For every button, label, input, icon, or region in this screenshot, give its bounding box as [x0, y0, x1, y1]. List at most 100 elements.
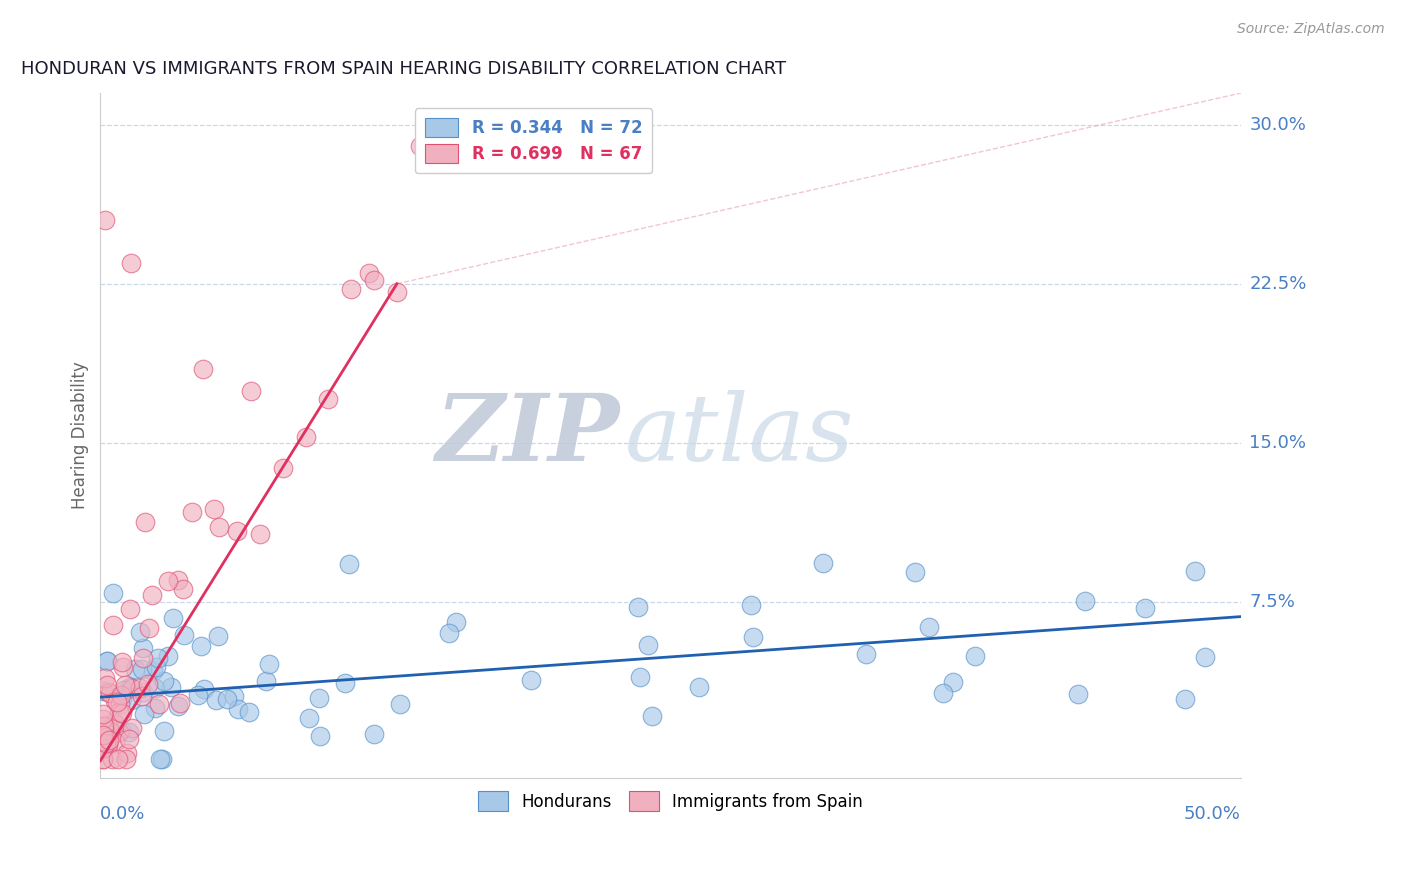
Point	[741, 631, 763, 645]
Point	[1194, 649, 1216, 664]
Point	[118, 731, 141, 746]
Point	[240, 384, 263, 398]
Point	[444, 615, 467, 629]
Point	[98, 686, 121, 700]
Point	[169, 696, 191, 710]
Point	[114, 678, 136, 692]
Point	[152, 724, 174, 739]
Point	[363, 273, 385, 287]
Point	[112, 682, 135, 697]
Point	[98, 723, 121, 738]
Point	[104, 735, 127, 749]
Point	[318, 392, 340, 406]
Point	[136, 677, 159, 691]
Point	[129, 681, 152, 695]
Point	[228, 702, 250, 716]
Point	[97, 739, 120, 754]
Point	[94, 213, 117, 227]
Point	[96, 654, 118, 668]
Point	[942, 674, 965, 689]
Point	[222, 689, 245, 703]
Text: 22.5%: 22.5%	[1250, 275, 1306, 293]
Point	[131, 662, 153, 676]
Point	[388, 698, 411, 712]
Point	[94, 671, 117, 685]
Point	[187, 688, 209, 702]
Point	[637, 638, 659, 652]
Point	[143, 681, 166, 695]
Point	[111, 655, 134, 669]
Point	[118, 680, 141, 694]
Point	[131, 640, 153, 655]
Point	[132, 707, 155, 722]
Point	[101, 751, 124, 765]
Point	[193, 682, 215, 697]
Point	[146, 651, 169, 665]
Point	[104, 716, 127, 731]
Point	[118, 725, 141, 739]
Point	[96, 736, 118, 750]
Point	[254, 673, 277, 688]
Point	[904, 565, 927, 579]
Point	[148, 698, 170, 712]
Point	[965, 649, 987, 664]
Point	[145, 660, 167, 674]
Point	[108, 706, 131, 720]
Point	[111, 691, 134, 706]
Point	[131, 650, 153, 665]
Point	[160, 681, 183, 695]
Point	[207, 628, 229, 642]
Point	[156, 574, 179, 588]
Point	[134, 515, 156, 529]
Point	[1173, 692, 1195, 706]
Text: 0.0%: 0.0%	[100, 805, 146, 823]
Point	[91, 712, 114, 726]
Point	[1133, 600, 1156, 615]
Point	[180, 505, 202, 519]
Point	[121, 681, 143, 695]
Point	[931, 686, 953, 700]
Point	[121, 721, 143, 735]
Point	[337, 557, 360, 571]
Point	[97, 737, 120, 751]
Point	[385, 285, 408, 299]
Point	[148, 751, 170, 765]
Point	[93, 723, 115, 737]
Point	[111, 659, 134, 673]
Text: HONDURAN VS IMMIGRANTS FROM SPAIN HEARING DISABILITY CORRELATION CHART: HONDURAN VS IMMIGRANTS FROM SPAIN HEARIN…	[21, 60, 786, 78]
Point	[91, 684, 114, 698]
Point	[688, 681, 710, 695]
Point	[1067, 687, 1090, 701]
Point	[215, 692, 238, 706]
Point	[918, 620, 941, 634]
Point	[167, 699, 190, 714]
Text: 15.0%: 15.0%	[1250, 434, 1306, 451]
Point	[740, 598, 762, 612]
Point	[96, 678, 118, 692]
Point	[142, 665, 165, 679]
Point	[409, 139, 432, 153]
Point	[103, 586, 125, 600]
Point	[1074, 594, 1097, 608]
Point	[363, 727, 385, 741]
Point	[271, 461, 294, 475]
Point	[141, 588, 163, 602]
Point	[91, 740, 114, 755]
Point	[257, 657, 280, 671]
Point	[129, 624, 152, 639]
Point	[138, 621, 160, 635]
Point	[115, 751, 138, 765]
Point	[107, 751, 129, 765]
Point	[294, 430, 316, 444]
Point	[110, 688, 132, 702]
Point	[437, 626, 460, 640]
Point	[124, 662, 146, 676]
Point	[202, 501, 225, 516]
Point	[208, 520, 231, 534]
Point	[104, 694, 127, 708]
Point	[855, 647, 877, 661]
Point	[811, 556, 834, 570]
Point	[333, 676, 356, 690]
Point	[91, 751, 114, 765]
Point	[520, 673, 543, 687]
